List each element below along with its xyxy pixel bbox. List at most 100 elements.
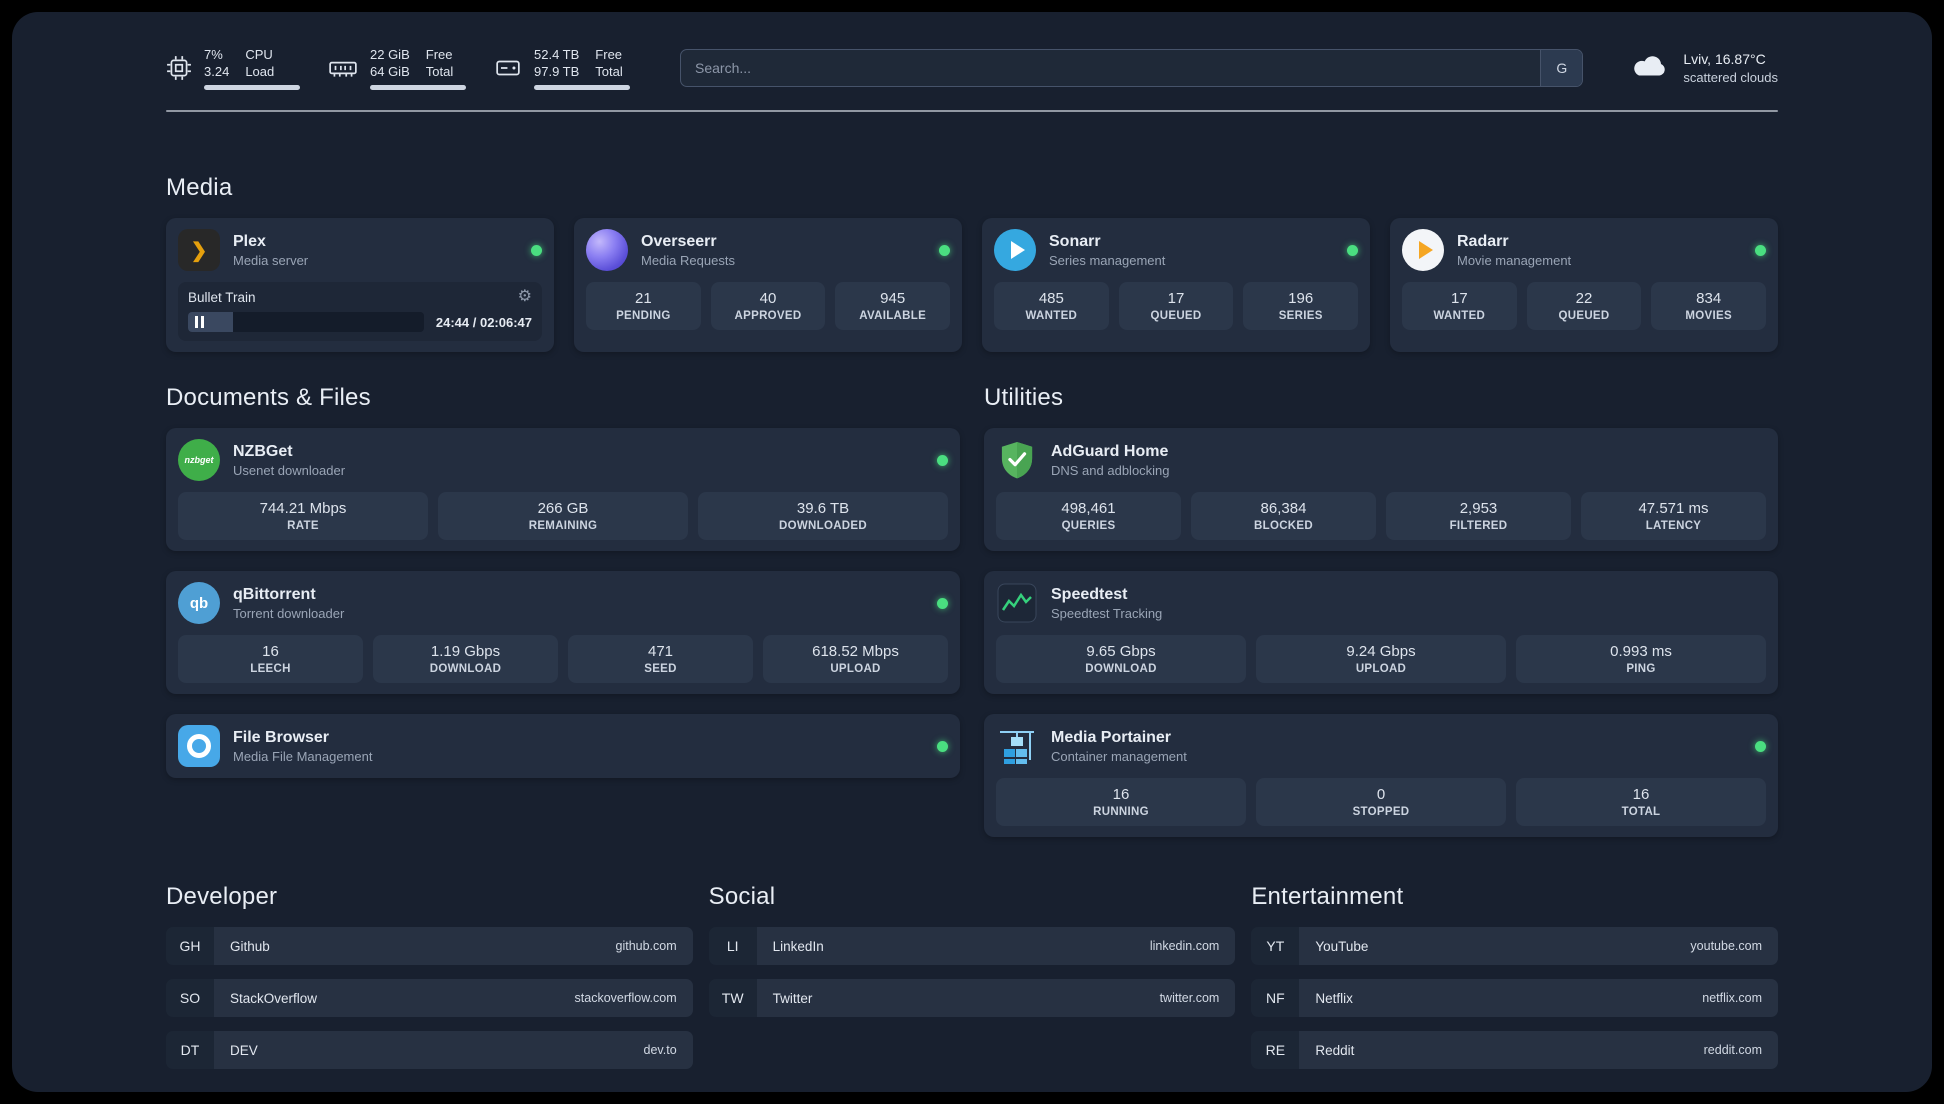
stat-label: UPLOAD <box>1355 663 1407 675</box>
section-title-utilities: Utilities <box>984 384 1064 411</box>
service-card-adguard[interactable]: AdGuard Home DNS and adblocking 498,461 … <box>984 428 1778 551</box>
stat-label: RATE <box>287 520 319 532</box>
service-card-overseerr[interactable]: Overseerr Media Requests 21 PENDING 40 A… <box>574 218 962 352</box>
cpu-icon <box>166 55 192 81</box>
settings-gear-icon[interactable]: ⚙ <box>517 288 532 305</box>
bookmark-url: reddit.com <box>1703 1043 1762 1057</box>
cpu-values: 7% 3.24 <box>204 46 229 80</box>
stat-value: 17 <box>1450 290 1468 307</box>
search-input[interactable] <box>681 50 1541 86</box>
bookmark-netflix[interactable]: NF Netflix netflix.com <box>1251 979 1778 1017</box>
bookmark-name: YouTube <box>1315 938 1369 954</box>
service-title: Overseerr <box>641 232 717 250</box>
status-dot <box>1755 740 1766 752</box>
service-card-speedtest[interactable]: Speedtest Speedtest Tracking 9.65 Gbps D… <box>984 571 1778 694</box>
bookmark-linkedin[interactable]: LI LinkedIn linkedin.com <box>708 927 1236 965</box>
cpu-percent: 7% <box>204 47 223 62</box>
stat-box: 498,461 QUERIES <box>996 492 1181 540</box>
stat-value: 17 <box>1167 290 1185 307</box>
search-provider-button[interactable]: G <box>1540 50 1583 86</box>
service-subtitle: Series management <box>1049 252 1166 268</box>
disk-icon <box>494 55 522 81</box>
service-subtitle: Container management <box>1051 748 1187 764</box>
section-title-media: Media <box>166 174 233 201</box>
bookmark-abbr: GH <box>166 927 214 965</box>
service-card-nzbget[interactable]: nzbget NZBGet Usenet downloader 744.21 M… <box>166 428 960 551</box>
bookmark-group-developer: Developer GH Github github.com SO StackO… <box>166 883 693 1069</box>
filebrowser-icon <box>178 725 220 767</box>
stat-label: DOWNLOADED <box>779 520 867 532</box>
service-subtitle: Media Requests <box>641 252 735 268</box>
stat-value: 9.65 Gbps <box>1086 643 1156 660</box>
stat-value: 40 <box>759 290 777 307</box>
stat-label: UPLOAD <box>830 663 881 675</box>
service-title: Plex <box>233 232 266 250</box>
weather-widget: Lviv, 16.87°C scattered clouds <box>1629 50 1778 86</box>
stat-value: 47.571 ms <box>1638 500 1709 517</box>
status-dot <box>1347 244 1358 256</box>
bookmarks-section: Developer GH Github github.com SO StackO… <box>166 883 1778 1069</box>
stat-label: QUEUED <box>1150 310 1202 322</box>
stat-box: 196 SERIES <box>1243 282 1359 330</box>
bookmark-url: github.com <box>615 939 677 953</box>
stat-value: 22 <box>1575 290 1593 307</box>
dashboard-page: 7% 3.24 CPU Load 22 GiB <box>12 12 1932 1092</box>
bookmark-abbr: SO <box>166 979 214 1017</box>
now-playing-title: Bullet Train <box>188 289 256 305</box>
service-subtitle: Movie management <box>1457 252 1572 268</box>
bookmark-twitter[interactable]: TW Twitter twitter.com <box>708 979 1236 1017</box>
section-title-documents: Documents & Files <box>166 384 371 411</box>
service-title: Sonarr <box>1049 232 1101 250</box>
section-title-developer: Developer <box>166 883 278 910</box>
service-subtitle: Media server <box>233 252 309 268</box>
stat-label: DOWNLOAD <box>429 663 502 675</box>
service-card-filebrowser[interactable]: File Browser Media File Management <box>166 714 960 778</box>
bookmark-abbr: NF <box>1251 979 1300 1017</box>
status-dot <box>937 740 948 752</box>
disk-usage-bar <box>534 85 630 90</box>
stat-value: 16 <box>262 643 279 660</box>
memory-icon <box>328 55 358 81</box>
service-title: AdGuard Home <box>1051 442 1169 460</box>
bookmark-reddit[interactable]: RE Reddit reddit.com <box>1251 1031 1778 1069</box>
bookmark-dev[interactable]: DT DEV dev.to <box>166 1031 693 1069</box>
bookmark-name: Twitter <box>772 990 813 1006</box>
stat-value: 2,953 <box>1459 500 1498 517</box>
stat-box: 1.19 Gbps DOWNLOAD <box>373 635 558 683</box>
service-card-portainer[interactable]: Media Portainer Container management 16 … <box>984 714 1778 837</box>
service-title: qBittorrent <box>233 585 316 603</box>
stat-label: PING <box>1626 663 1656 675</box>
stat-label: WANTED <box>1025 310 1078 322</box>
qbittorrent-icon: qb <box>178 582 220 624</box>
service-card-plex[interactable]: Plex Media server Bullet Train ⚙ 24:44 /… <box>166 218 554 352</box>
service-card-qbittorrent[interactable]: qb qBittorrent Torrent downloader 16 LEE… <box>166 571 960 694</box>
stat-label: SERIES <box>1278 310 1323 322</box>
playback-progress-bar[interactable] <box>188 312 424 332</box>
stat-box: 744.21 Mbps RATE <box>178 492 428 540</box>
bookmark-github[interactable]: GH Github github.com <box>166 927 693 965</box>
bookmark-youtube[interactable]: YT YouTube youtube.com <box>1251 927 1778 965</box>
pause-icon[interactable] <box>195 316 204 328</box>
disk-values: 52.4 TB 97.9 TB <box>534 46 579 80</box>
bookmark-name: DEV <box>230 1042 258 1058</box>
bookmark-url: linkedin.com <box>1149 939 1220 953</box>
status-dot <box>937 454 948 466</box>
bookmark-stackoverflow[interactable]: SO StackOverflow stackoverflow.com <box>166 979 693 1017</box>
plex-now-playing: Bullet Train ⚙ 24:44 / 02:06:47 <box>178 282 542 341</box>
stat-label: QUEUED <box>1558 310 1610 322</box>
bookmark-name: LinkedIn <box>772 938 824 954</box>
stat-box: 39.6 TB DOWNLOADED <box>698 492 948 540</box>
stat-box: 618.52 Mbps UPLOAD <box>763 635 948 683</box>
service-card-radarr[interactable]: Radarr Movie management 17 WANTED 22 QUE… <box>1390 218 1778 352</box>
service-card-sonarr[interactable]: Sonarr Series management 485 WANTED 17 Q… <box>982 218 1370 352</box>
stat-label: PENDING <box>616 310 671 322</box>
memory-widget: 22 GiB 64 GiB Free Total <box>328 46 466 90</box>
stat-box: 47.571 ms LATENCY <box>1581 492 1766 540</box>
stat-label: DOWNLOAD <box>1085 663 1157 675</box>
stat-box: 266 GB REMAINING <box>438 492 688 540</box>
memory-free-label: Free <box>425 47 453 62</box>
memory-total-label: Total <box>425 64 454 79</box>
stat-box: 471 SEED <box>568 635 753 683</box>
disk-free-label: Free <box>595 47 623 62</box>
overseerr-icon <box>586 229 628 271</box>
